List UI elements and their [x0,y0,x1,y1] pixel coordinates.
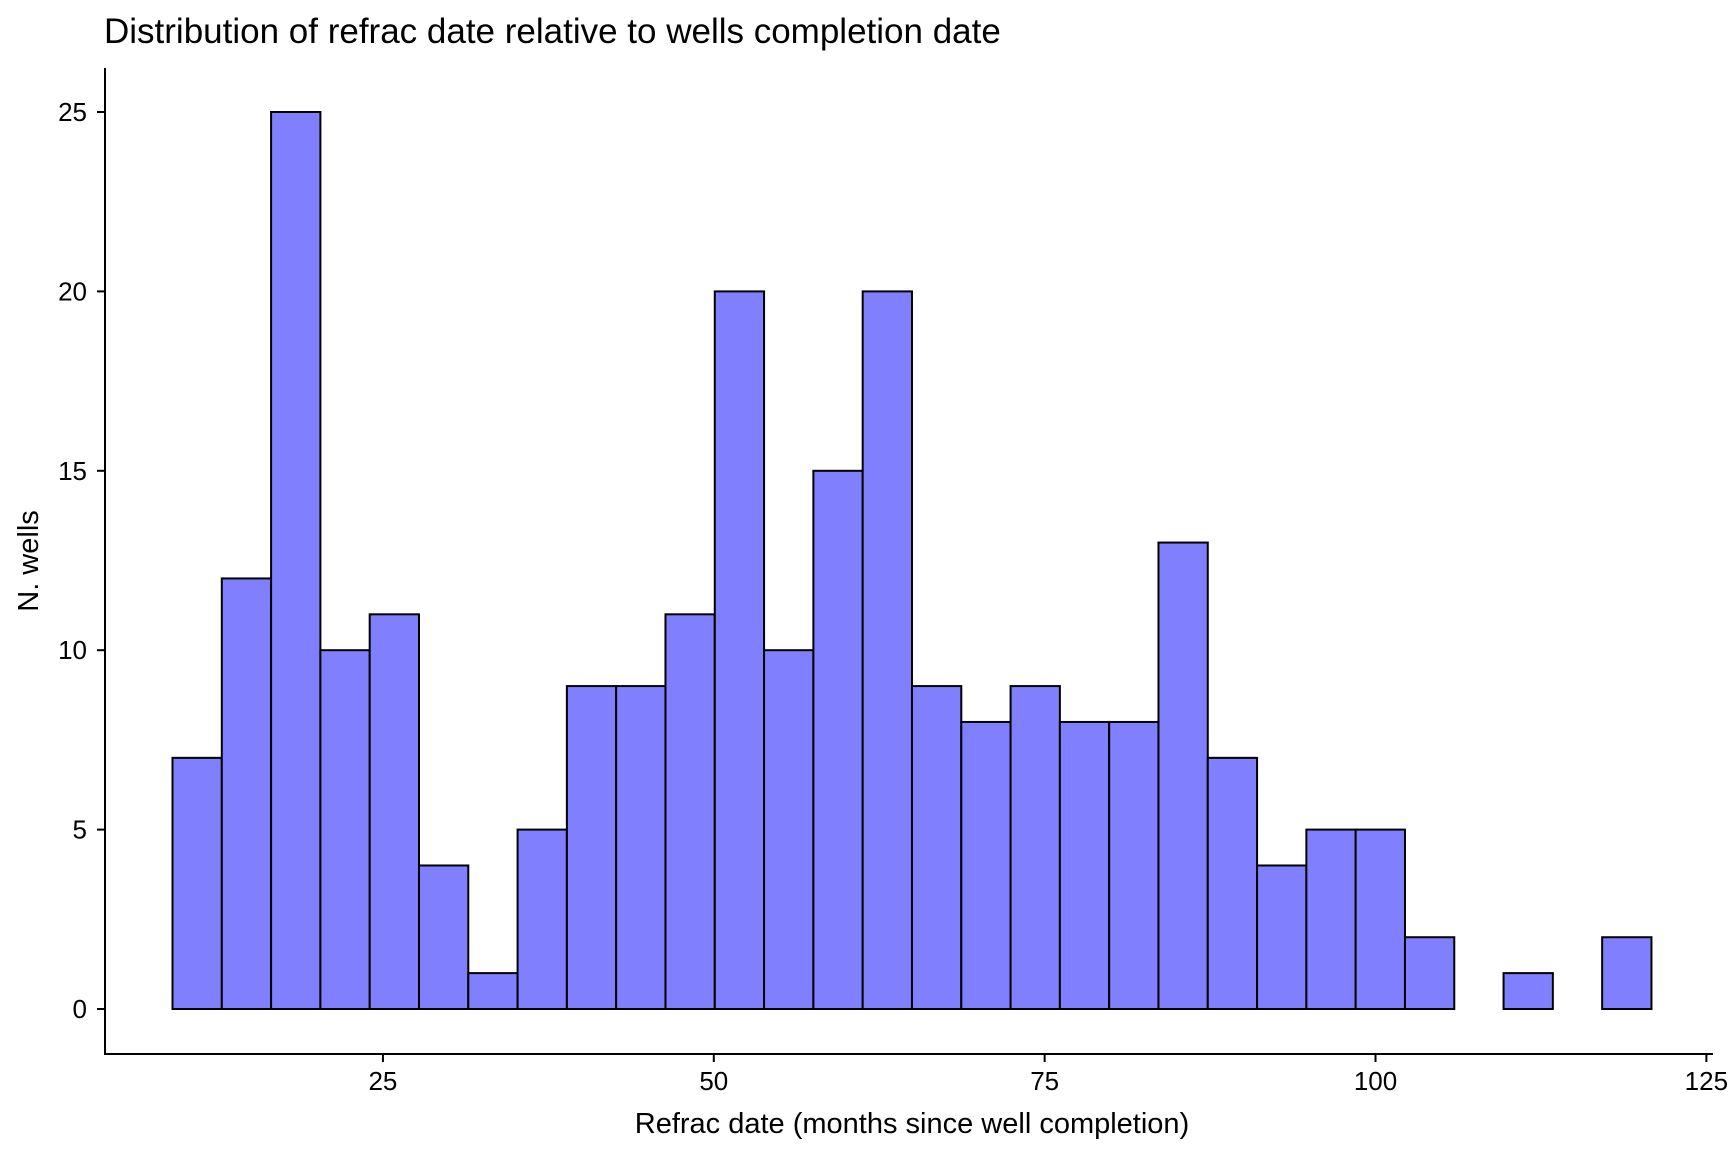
histogram-bar [960,720,1012,1011]
histogram-bar [1206,756,1259,1011]
x-ticks-group: 25 50 75 100 125 [368,1054,1728,1096]
histogram-bar [763,649,815,1010]
histogram-bar [1354,828,1406,1010]
histogram-bar [319,649,371,1010]
x-tick-label: 75 [1030,1066,1059,1096]
y-tick-label: 15 [58,456,87,486]
bars-group [171,111,1653,1011]
histogram-bar [910,685,963,1011]
histogram-bar [1305,828,1357,1010]
histogram-bar [516,828,568,1010]
histogram-bar [1256,864,1308,1010]
histogram-bar [171,756,223,1011]
histogram-bar [220,577,273,1010]
histogram-bar [1502,972,1554,1010]
histogram-bar [1157,541,1209,1010]
y-tick-label: 20 [58,276,87,306]
y-tick-label: 10 [58,635,87,665]
x-axis-title: Refrac date (months since well completio… [635,1108,1189,1140]
histogram-bar [1009,685,1061,1011]
y-tick-label: 5 [73,815,87,845]
histogram-bar [417,864,470,1010]
histogram-bar [270,111,322,1010]
histogram-bar [615,685,667,1011]
y-ticks-group: 0 5 10 15 20 25 [58,97,105,1024]
x-tick-label: 25 [368,1066,397,1096]
histogram-bar [1403,936,1456,1010]
y-tick-label: 0 [73,994,87,1024]
histogram-bar [1108,720,1160,1011]
histogram-bar [1601,936,1653,1010]
histogram-bar [713,290,766,1010]
y-tick-label: 25 [58,97,87,127]
y-axis-title: N. wells [13,510,45,612]
histogram-bar [664,613,716,1010]
histogram-bar [812,469,864,1010]
histogram-bar [1058,720,1111,1011]
histogram-bar [861,290,913,1010]
histogram-bar [565,685,618,1011]
x-tick-label: 100 [1354,1066,1397,1096]
histogram-bar [467,972,519,1010]
x-tick-label: 125 [1685,1066,1728,1096]
x-tick-label: 50 [699,1066,728,1096]
histogram-bar [368,613,420,1010]
chart-title: Distribution of refrac date relative to … [104,12,1001,51]
